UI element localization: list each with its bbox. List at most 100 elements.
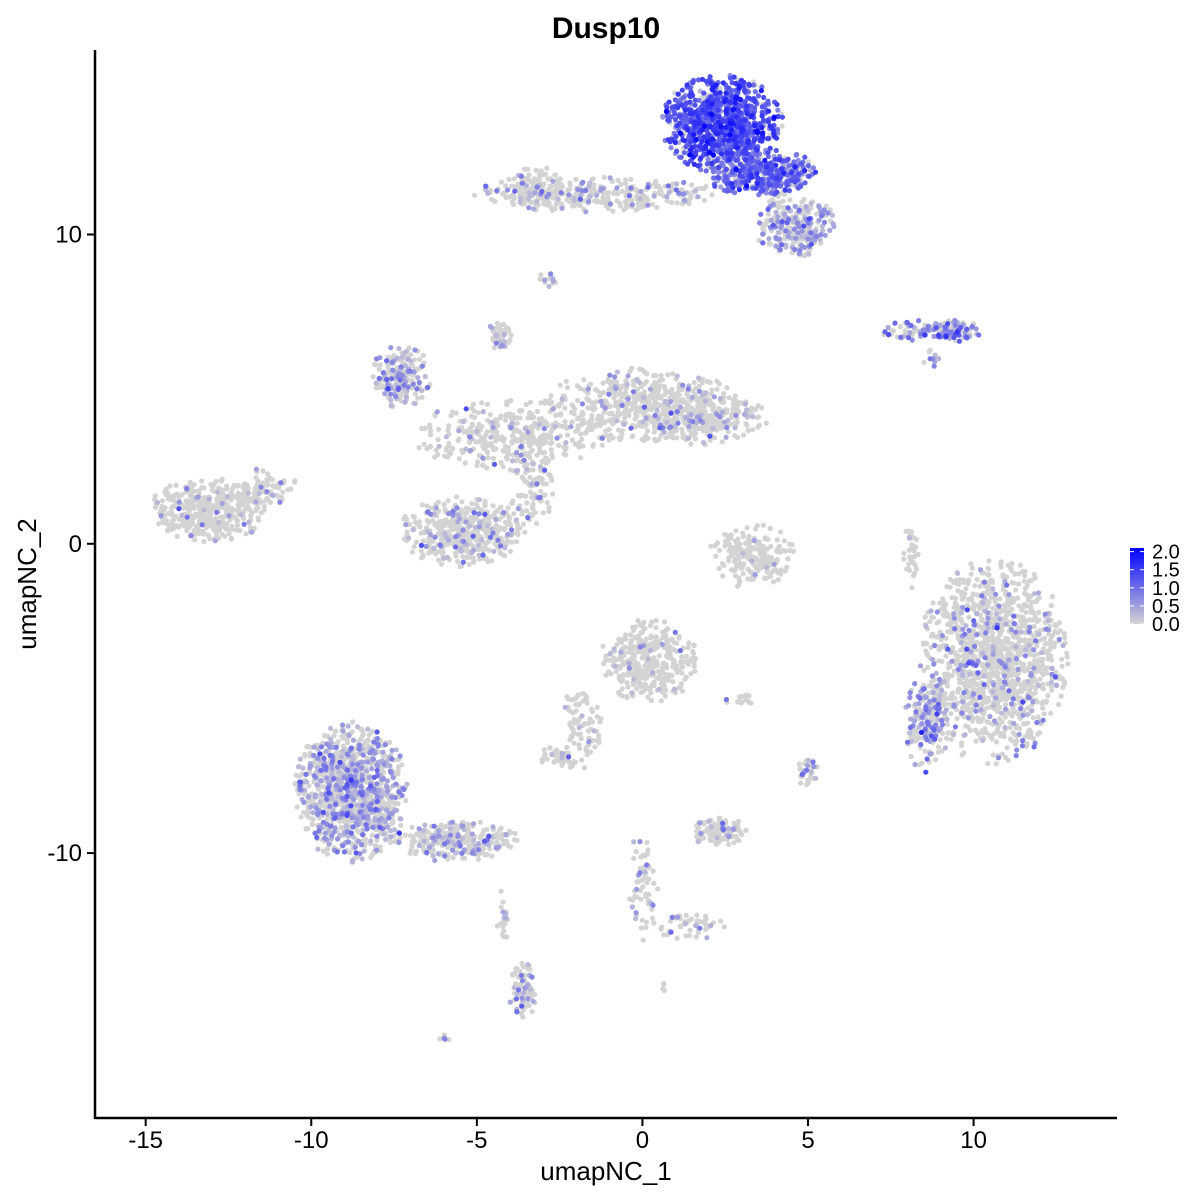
cell-point: [661, 619, 668, 625]
cell-point: [470, 401, 477, 407]
cell-point: [190, 520, 196, 526]
cell-point: [974, 715, 980, 721]
cell-point: [1022, 590, 1028, 596]
cell-point: [989, 733, 995, 739]
cell-point: [986, 572, 992, 578]
cell-point: [245, 505, 252, 511]
cell-point: [692, 655, 699, 662]
cell-point: [611, 379, 617, 385]
cell-point: [805, 159, 812, 165]
cell-point: [767, 525, 773, 532]
cell-point: [1015, 595, 1021, 601]
cell-point: [908, 753, 914, 760]
cell-point: [651, 429, 657, 435]
cell-point: [971, 601, 977, 607]
cell-point: [398, 822, 404, 828]
cell-point: [570, 727, 576, 733]
cell-point: [555, 186, 561, 192]
cell-point: [619, 686, 625, 692]
cell-point: [649, 201, 656, 207]
cell-point: [1065, 661, 1071, 667]
cell-point: [770, 579, 777, 585]
cell-point: [258, 499, 264, 505]
cell-point: [490, 455, 497, 461]
cell-point: [552, 206, 558, 212]
cell-point: [707, 379, 713, 385]
cell-point: [997, 691, 1004, 697]
cell-point: [695, 403, 701, 409]
cell-point: [280, 489, 286, 495]
cell-point: [685, 658, 691, 665]
cell-point: [420, 352, 426, 358]
cell-point: [420, 529, 426, 535]
cell-point: [373, 362, 379, 368]
cell-point: [549, 454, 556, 460]
cell-point: [923, 648, 929, 654]
cell-point: [514, 456, 520, 462]
cell-point: [638, 630, 644, 636]
cell-point: [411, 544, 417, 550]
cell-point: [1059, 676, 1065, 682]
cell-point: [494, 320, 500, 326]
cell-point: [1045, 692, 1051, 699]
cell-point: [670, 371, 676, 377]
cell-point: [633, 634, 639, 640]
cell-point: [994, 739, 1000, 745]
cell-point: [1023, 609, 1029, 615]
cell-point: [946, 701, 953, 708]
cell-point: [467, 554, 473, 560]
cell-point: [469, 423, 475, 429]
cell-point: [444, 542, 450, 548]
cell-point: [739, 565, 745, 571]
cell-point: [613, 669, 619, 675]
cell-point: [642, 663, 648, 669]
cell-point: [501, 190, 507, 196]
cell-point: [510, 416, 517, 422]
cell-point: [672, 397, 678, 404]
cell-point: [537, 276, 543, 282]
cell-point: [411, 514, 417, 520]
cell-point: [515, 492, 522, 499]
cell-point: [1032, 690, 1038, 696]
cell-point: [625, 684, 631, 690]
cell-point: [890, 328, 896, 334]
cell-point: [484, 443, 490, 449]
cell-point: [764, 556, 770, 562]
cell-point: [901, 550, 907, 556]
cell-point: [591, 402, 597, 408]
cell-point: [620, 672, 627, 678]
cell-point: [753, 526, 759, 532]
cell-point: [538, 272, 544, 278]
cell-point: [450, 445, 456, 452]
cell-point: [1028, 729, 1034, 735]
cell-point: [589, 708, 596, 715]
cell-point: [632, 402, 638, 408]
cell-point: [248, 513, 254, 519]
cell-point: [679, 670, 685, 676]
cell-point: [485, 455, 491, 461]
cell-point: [519, 511, 525, 517]
cell-point: [493, 446, 499, 452]
cell-point: [1048, 603, 1054, 609]
cell-point: [485, 417, 491, 423]
cell-point: [703, 183, 709, 190]
cell-point: [990, 752, 997, 758]
cell-point: [455, 559, 461, 565]
cell-point: [734, 583, 741, 589]
cell-point: [1042, 666, 1048, 672]
cell-point: [666, 389, 673, 395]
cell-point: [1016, 651, 1022, 657]
cell-point: [427, 422, 433, 428]
cell-point: [541, 181, 547, 187]
cell-point: [321, 732, 328, 739]
cell-point: [948, 711, 954, 717]
cell-point: [1048, 637, 1054, 643]
cell-point: [999, 719, 1005, 725]
cell-point: [1059, 663, 1065, 669]
cell-point: [1059, 656, 1065, 662]
cell-point: [298, 814, 304, 820]
cell-point: [985, 695, 991, 701]
cell-point: [775, 549, 781, 555]
cell-point: [583, 429, 590, 435]
cell-point: [167, 483, 173, 489]
